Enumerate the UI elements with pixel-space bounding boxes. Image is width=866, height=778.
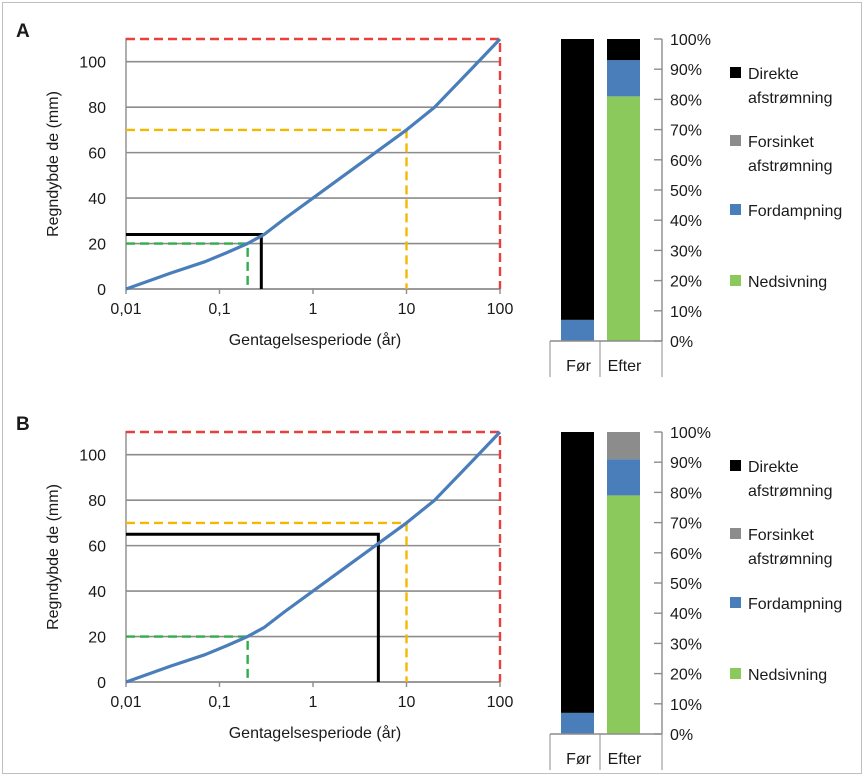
stacked-bar-chart-A: Før Efter 0% 10% 20% 30% 40% 50% 60% 70% 80% 90% 100… (549, 32, 842, 377)
legend-swatch (730, 460, 741, 471)
y-tick-label: 70% (670, 123, 702, 140)
bar-segment (561, 432, 594, 713)
y-tick-label: 60 (88, 146, 106, 163)
reference-line-orange (126, 128, 408, 289)
y-tick-label: 80% (670, 485, 702, 502)
legend-label-continued: afstrømning (748, 483, 832, 500)
legend-label-continued: afstrømning (748, 551, 832, 568)
x-category-label: Før (566, 358, 592, 375)
legend-swatch (730, 597, 741, 608)
reference-line-red (126, 37, 502, 289)
y-tick-label: 20 (88, 237, 106, 254)
legend-label: Fordampning (748, 203, 842, 220)
legend-label: Nedsivning (748, 667, 827, 684)
y-tick-label: 90% (670, 455, 702, 472)
legend-label-continued: afstrømning (748, 158, 832, 175)
y-tick-label: 0% (670, 334, 693, 351)
y-tick-label: 20 (88, 630, 106, 647)
bar-segment (561, 712, 594, 734)
y-tick-label: 50% (670, 576, 702, 593)
bar-segment (607, 60, 640, 97)
reference-line-red (126, 430, 502, 682)
y-tick-label: 100% (670, 32, 711, 49)
line-chart-A: A 0 20 40 60 80 100 0,01 0,1 1 10 100 Gentagelsesper… (16, 21, 513, 349)
y-tick-label: 30% (670, 243, 702, 260)
x-category-label: Efter (608, 751, 642, 768)
x-category-label: Før (566, 751, 592, 768)
legend-label: Forsinket (748, 527, 814, 544)
x-tick-label: 0,1 (208, 301, 230, 318)
series-line (125, 430, 502, 684)
bar-segment (607, 39, 640, 61)
bar-segment (561, 39, 594, 320)
y-tick-label: 0 (97, 282, 106, 299)
x-tick-label: 1 (309, 694, 318, 711)
bar-segment (607, 459, 640, 496)
legend-swatch (730, 668, 741, 679)
y-tick-label: 100% (670, 425, 711, 442)
y-tick-label: 10% (670, 697, 702, 714)
y-tick-label: 0% (670, 727, 693, 744)
x-tick-label: 1 (309, 301, 318, 318)
y-tick-label: 10% (670, 304, 702, 321)
x-axis-title: Gentagelsesperiode (år) (229, 331, 402, 349)
legend-label: Nedsivning (748, 274, 827, 291)
x-tick-label: 0,01 (110, 694, 141, 711)
y-tick-label: 50% (670, 183, 702, 200)
legend-swatch (730, 67, 741, 78)
line-chart-B: B 0 20 40 60 80 100 0,01 0,1 1 10 100 Gentagelsesper… (16, 414, 513, 742)
legend-label: Fordampning (748, 596, 842, 613)
x-tick-label: 100 (487, 301, 514, 318)
y-tick-label: 20% (670, 667, 702, 684)
x-category-label: Efter (608, 358, 642, 375)
y-tick-label: 100 (79, 55, 106, 72)
legend-swatch (730, 135, 741, 146)
y-tick-label: 30% (670, 636, 702, 653)
x-axis-title: Gentagelsesperiode (år) (229, 724, 402, 742)
x-tick-label: 10 (398, 301, 416, 318)
y-tick-label: 40% (670, 213, 702, 230)
panel-label: A (16, 21, 30, 42)
y-tick-label: 80 (88, 100, 106, 117)
y-tick-label: 70% (670, 516, 702, 533)
stacked-bar-chart-B: Før Efter 0% 10% 20% 30% 40% 50% 60% 70% 80% 90% 100… (549, 425, 842, 770)
y-tick-label: 40 (88, 584, 106, 601)
y-tick-label: 60 (88, 539, 106, 556)
legend-label: Direkte (748, 459, 799, 476)
legend-swatch (730, 528, 741, 539)
y-tick-label: 80% (670, 92, 702, 109)
y-tick-label: 40% (670, 606, 702, 623)
series-line (125, 37, 502, 291)
y-tick-label: 0 (97, 675, 106, 692)
legend-label: Forsinket (748, 134, 814, 151)
reference-line-black (126, 532, 380, 682)
y-tick-label: 60% (670, 153, 702, 170)
bar-segment (607, 495, 640, 734)
x-tick-label: 0,01 (110, 301, 141, 318)
bar-segment (607, 96, 640, 341)
y-tick-label: 90% (670, 62, 702, 79)
y-tick-label: 100 (79, 448, 106, 465)
y-axis-title: Regndybde de (mm) (45, 484, 62, 630)
y-tick-label: 20% (670, 274, 702, 291)
y-tick-label: 60% (670, 546, 702, 563)
bar-segment (607, 432, 640, 460)
x-tick-label: 100 (487, 694, 514, 711)
y-tick-label: 80 (88, 493, 106, 510)
x-tick-label: 10 (398, 694, 416, 711)
reference-line-orange (126, 521, 408, 682)
legend-label: Direkte (748, 66, 799, 83)
bar-segment (561, 319, 594, 341)
y-tick-label: 40 (88, 191, 106, 208)
y-axis-title: Regndybde de (mm) (45, 91, 62, 237)
x-tick-label: 0,1 (208, 694, 230, 711)
legend-swatch (730, 275, 741, 286)
legend-swatch (730, 204, 741, 215)
panel-label: B (16, 414, 30, 435)
legend-label-continued: afstrømning (748, 90, 832, 107)
